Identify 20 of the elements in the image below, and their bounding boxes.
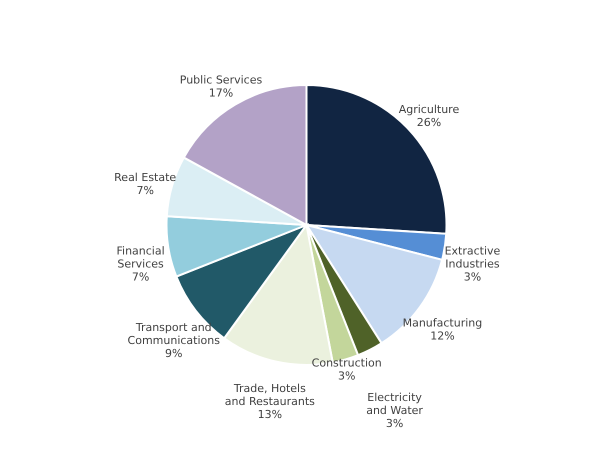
slice-label: Construction — [312, 356, 382, 370]
slice-label: Extractive Industries — [444, 244, 501, 270]
data-label: 9% — [165, 346, 182, 360]
data-label: 3% — [464, 270, 482, 284]
slice-label: Electricity and Water — [366, 390, 424, 417]
slice-label: Agriculture — [398, 102, 460, 116]
slice-label: Financial Services — [116, 244, 165, 270]
data-label: 12% — [430, 330, 455, 343]
slice-label: Public Services — [180, 73, 262, 86]
data-label: 7% — [136, 184, 154, 198]
slice-label: Transport and Communications — [128, 320, 220, 347]
slice-label: Manufacturing — [402, 316, 482, 330]
data-label: 26% — [416, 116, 442, 129]
slice-label: Trade, Hotels and Restaurants — [224, 382, 316, 408]
data-label: 13% — [258, 408, 282, 421]
data-label: 17% — [208, 86, 234, 100]
data-label: 3% — [338, 369, 356, 382]
data-label: 7% — [132, 270, 150, 284]
slice-label: Real Estate — [114, 171, 176, 184]
data-label: 3% — [386, 416, 404, 430]
